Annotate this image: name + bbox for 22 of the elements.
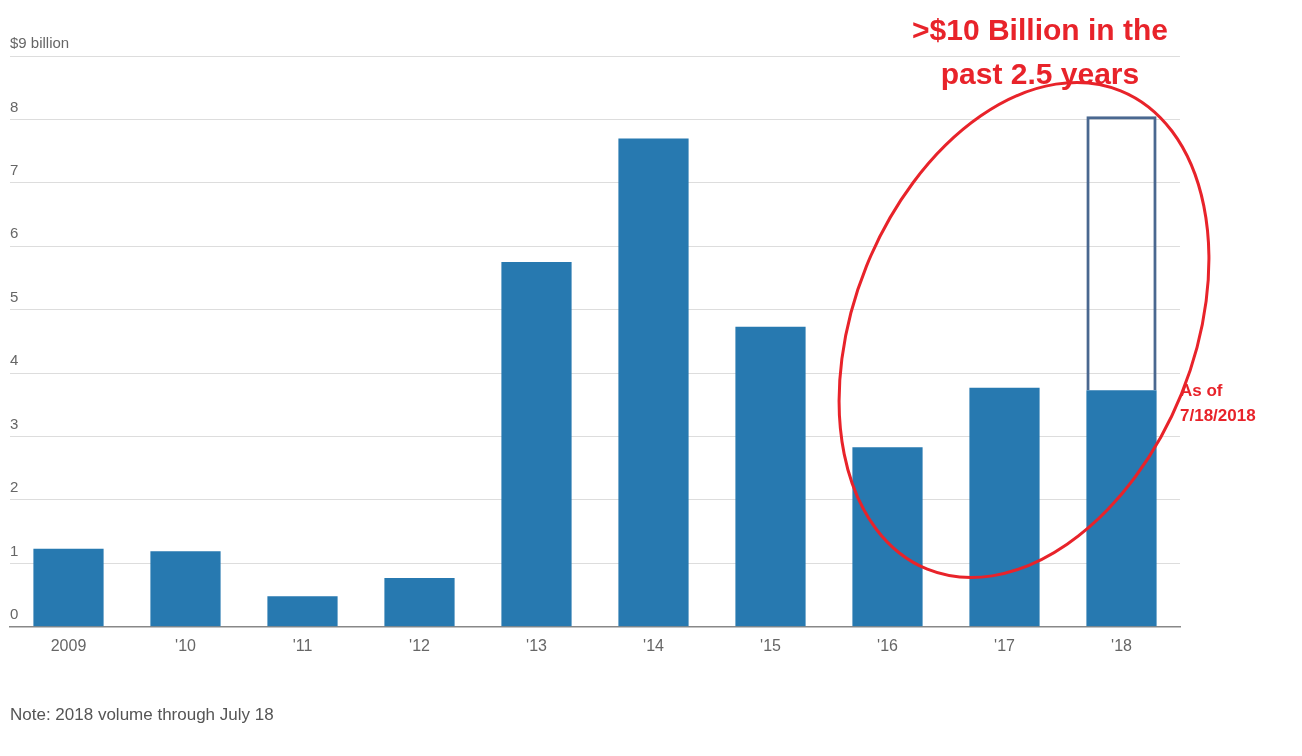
y-tick-label: 4 <box>10 351 19 369</box>
y-tick-label: 3 <box>10 414 19 432</box>
y-tick-label: 0 <box>10 604 19 622</box>
y-tick-label: 1 <box>10 541 19 559</box>
x-tick-label: '14 <box>643 636 665 654</box>
y-tick-label: 6 <box>10 224 19 242</box>
y-tick-label: 8 <box>10 97 19 115</box>
x-tick-label: '10 <box>175 636 197 654</box>
x-tick-label: '13 <box>526 636 548 654</box>
x-tick-label: '18 <box>1111 636 1133 654</box>
x-tick-label: '17 <box>994 636 1016 654</box>
x-tick-label: 2009 <box>50 636 87 654</box>
y-tick-label: 7 <box>10 160 19 178</box>
y-tick-label: $9 billion <box>10 34 70 52</box>
x-tick-label: '11 <box>292 636 313 654</box>
annotation: >$10 Billion in the past 2.5 years <box>911 12 1169 92</box>
x-tick-label: '15 <box>760 636 782 654</box>
text: Note: 2018 volume through July 18 <box>10 705 274 725</box>
x-tick-label: '12 <box>409 636 431 654</box>
x-tick-label: '16 <box>877 636 899 654</box>
y-tick-label: 2 <box>10 478 19 496</box>
y-tick-label: 5 <box>10 287 19 305</box>
